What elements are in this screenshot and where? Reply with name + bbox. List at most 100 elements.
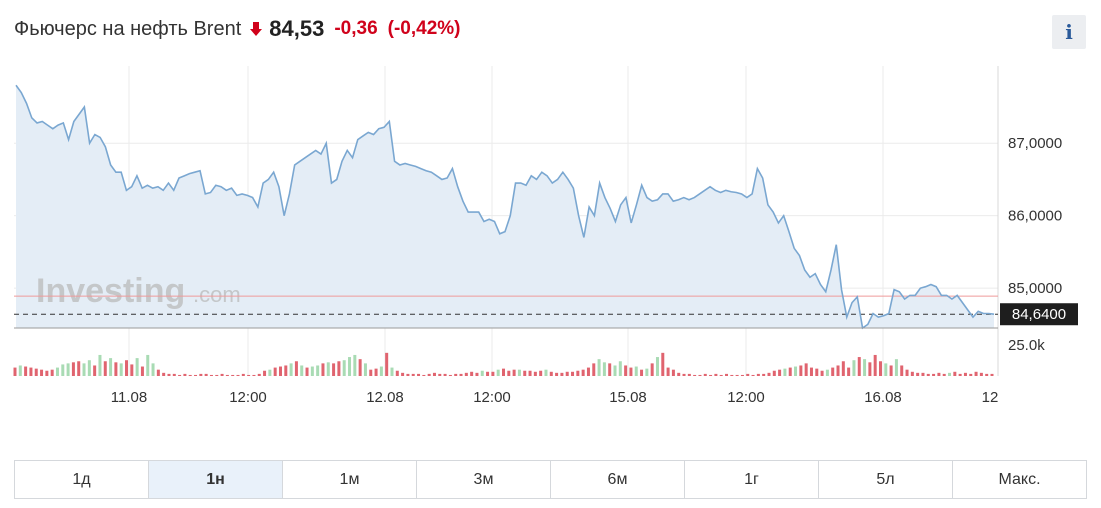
time-range-selector: 1д 1н 1м 3м 6м 1г 5л Макс.: [14, 460, 1087, 499]
volume-bar: [910, 371, 914, 376]
current-price-label-text: 84,6400: [1012, 306, 1066, 323]
volume-bar: [273, 367, 277, 376]
volume-bar: [417, 373, 421, 376]
volume-bar: [507, 370, 511, 376]
volume-bar: [114, 362, 118, 376]
volume-bar: [655, 357, 659, 376]
volume-bar: [597, 359, 601, 376]
volume-bar: [34, 368, 38, 376]
volume-bar: [528, 370, 532, 376]
volume-bar: [40, 369, 44, 376]
volume-bar: [762, 373, 766, 376]
range-button-2[interactable]: 1н: [149, 461, 283, 498]
x-tick-label: 12:00: [229, 389, 267, 406]
volume-bar: [247, 374, 251, 376]
volume-bar: [783, 368, 787, 376]
x-tick-label: 12:00: [727, 389, 765, 406]
watermark-suffix: .com: [193, 282, 241, 307]
volume-bar: [767, 372, 771, 376]
volume-bar: [140, 366, 144, 376]
volume-bar: [878, 361, 882, 376]
volume-bar: [624, 365, 628, 376]
volume-bar: [990, 373, 994, 376]
volume-bar: [464, 372, 468, 376]
volume-bar: [427, 373, 431, 376]
volume-bar: [66, 363, 70, 376]
range-button-3[interactable]: 1м: [283, 461, 417, 498]
y-tick-label: 86,0000: [1008, 208, 1062, 225]
volume-bar: [544, 369, 548, 376]
volume-bar: [432, 372, 436, 376]
volume-bar: [178, 374, 182, 376]
volume-bar: [316, 365, 320, 376]
info-button[interactable]: i: [1052, 15, 1086, 49]
watermark-text: Investing: [36, 272, 185, 310]
volume-bar: [969, 373, 973, 376]
volume-bar: [321, 363, 325, 376]
price-chart[interactable]: Investing .com 87,0000 86,0000 85,0000 25.0…: [0, 60, 1101, 410]
range-button-label: 3м: [473, 470, 494, 488]
current-price-label: 84,6400: [1000, 303, 1078, 326]
volume-bar: [825, 369, 829, 376]
volume-bar: [87, 360, 91, 376]
volume-bar: [831, 367, 835, 376]
volume-bar: [257, 373, 261, 376]
volume-bar: [156, 369, 160, 376]
volume-bar: [109, 358, 113, 376]
volume-bar: [342, 360, 346, 376]
x-tick-label: 12: [982, 389, 999, 406]
last-price: 84,53: [269, 16, 325, 41]
range-button-label: 5л: [876, 470, 895, 488]
instrument-title: Фьючерс на нефть Brent: [14, 17, 242, 40]
volume-bar: [374, 368, 378, 376]
range-button-8[interactable]: Макс.: [953, 461, 1086, 498]
range-button-6[interactable]: 1г: [685, 461, 819, 498]
volume-bar: [135, 358, 139, 376]
volume-bar: [963, 372, 967, 376]
volume-bar: [119, 363, 123, 376]
range-button-1[interactable]: 1д: [15, 461, 149, 498]
volume-bar: [337, 361, 341, 376]
volume-bar: [740, 374, 744, 376]
volume-bar: [629, 367, 633, 376]
range-button-5[interactable]: 6м: [551, 461, 685, 498]
volume-bar: [586, 367, 590, 376]
volume-bar: [252, 374, 256, 376]
volume-bar: [61, 364, 65, 376]
volume-bar: [278, 366, 282, 376]
x-tick-label: 11.08: [111, 389, 147, 406]
volume-bar: [18, 365, 22, 376]
range-button-label: 1н: [206, 470, 225, 488]
volume-bar: [125, 360, 129, 376]
volume-bar: [937, 372, 941, 376]
volume-bar: [236, 374, 240, 376]
volume-bar: [241, 373, 245, 376]
volume-bar: [602, 362, 606, 376]
volume-bar: [539, 370, 543, 376]
volume-bar: [666, 367, 670, 376]
volume-bar: [512, 369, 516, 376]
volume-bar: [401, 372, 405, 376]
volume-bar: [884, 363, 888, 376]
range-button-7[interactable]: 5л: [819, 461, 953, 498]
range-button-4[interactable]: 3м: [417, 461, 551, 498]
volume-bar: [571, 371, 575, 376]
volume-bar: [146, 354, 150, 376]
volume-bar: [549, 371, 553, 376]
volume-bar: [974, 371, 978, 376]
volume-bar: [523, 370, 527, 376]
volume-bar: [640, 369, 644, 376]
volume-bar: [863, 359, 867, 376]
volume-bar: [231, 374, 235, 376]
arrow-down-icon: [250, 22, 263, 36]
volume-bar: [592, 363, 596, 376]
volume-bar: [576, 370, 580, 376]
volume-bar: [438, 373, 442, 376]
volume-bar: [162, 372, 166, 376]
x-tick-label: 12.08: [366, 389, 404, 406]
volume-bar: [369, 369, 373, 376]
volume-bar: [204, 373, 208, 376]
volume-bar: [443, 373, 447, 376]
volume-bar: [634, 366, 638, 376]
volume-bar: [448, 374, 452, 376]
